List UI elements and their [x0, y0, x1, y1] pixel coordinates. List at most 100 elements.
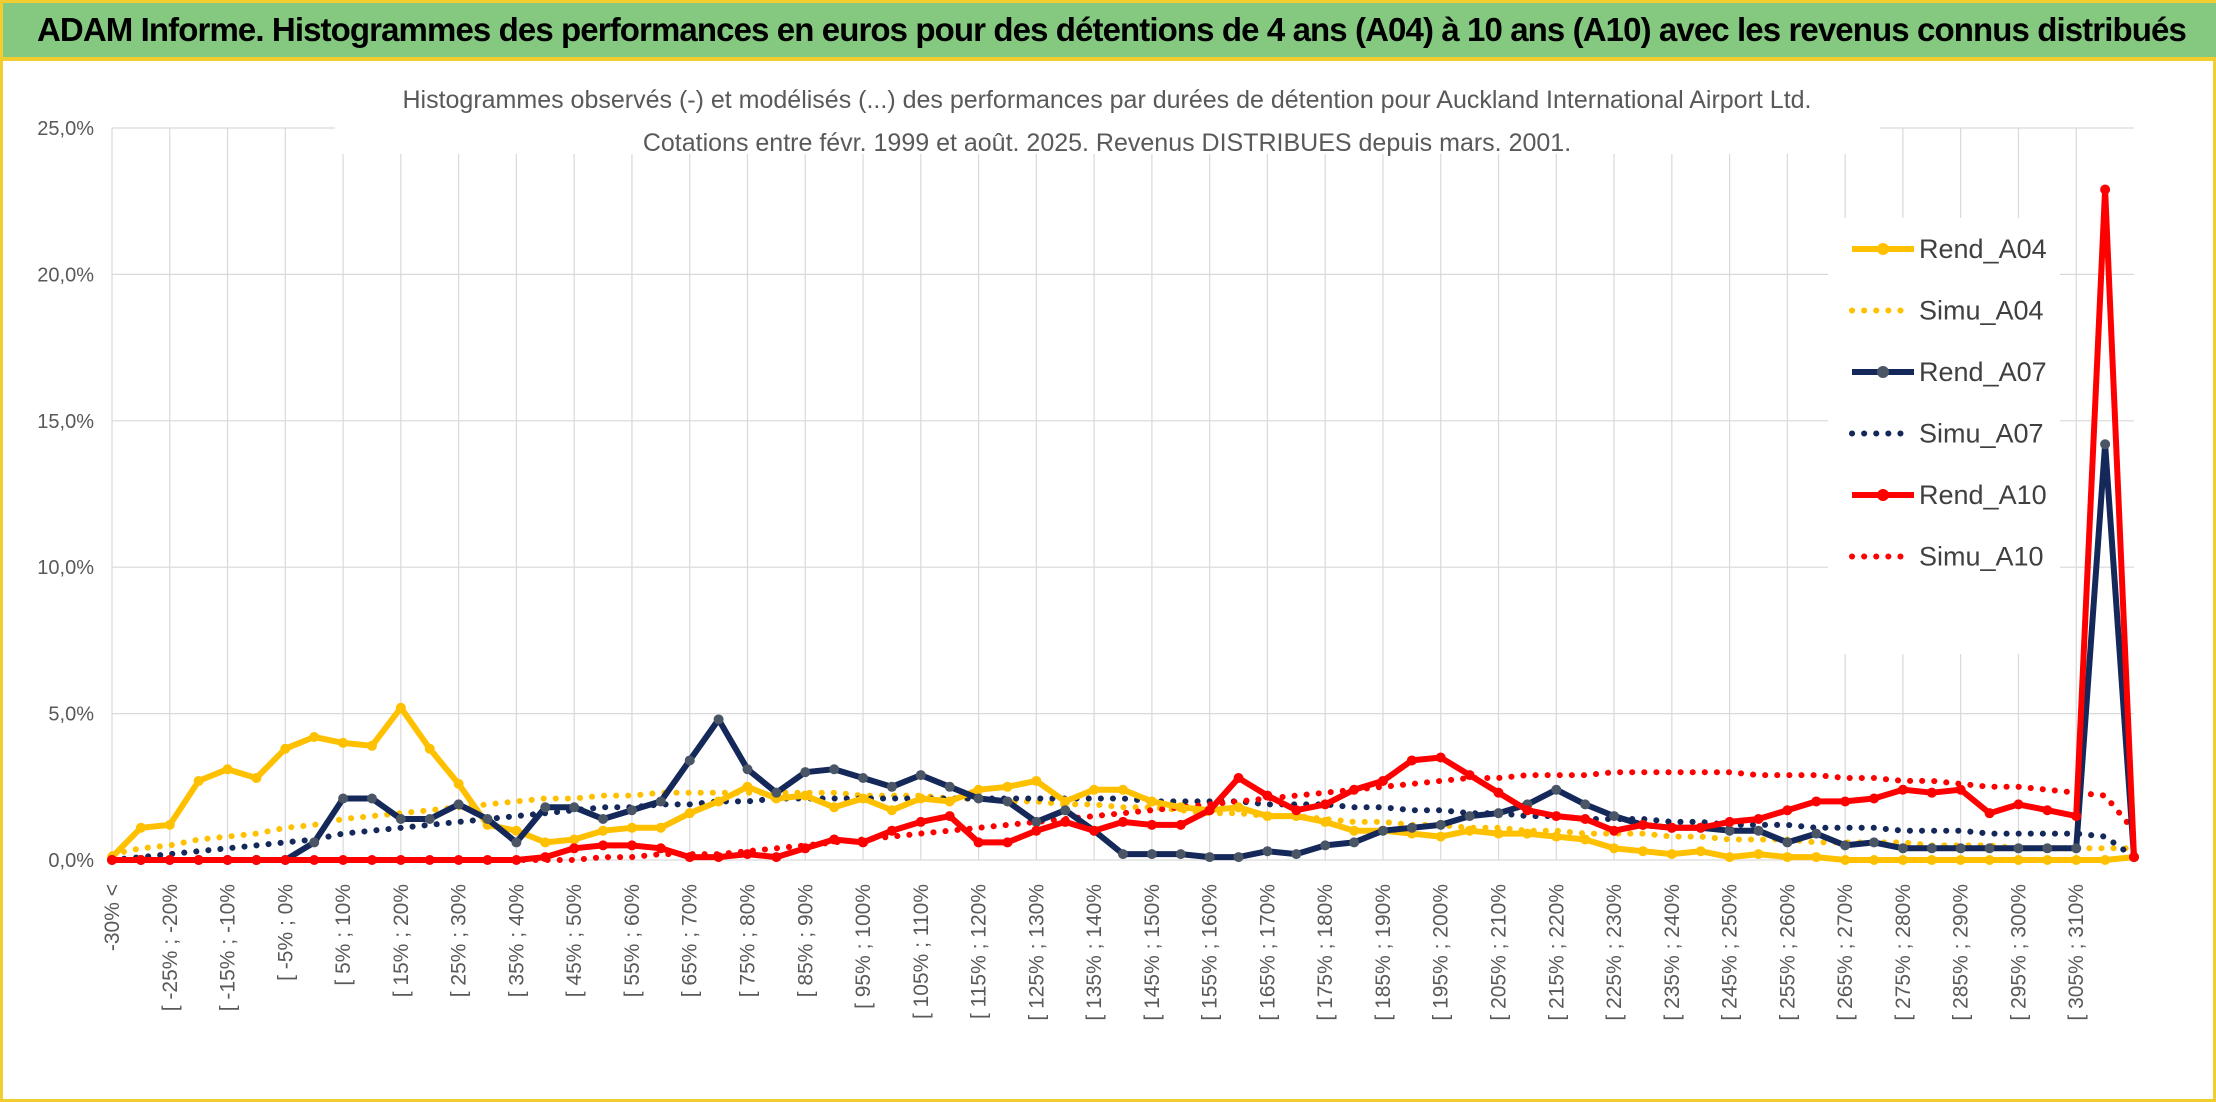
data-point-Rend_A10 — [1666, 822, 1677, 833]
x-tick-label: [ 295% ; 300% — [2007, 884, 2030, 1021]
data-point-Rend_A04 — [2013, 855, 2024, 865]
data-point-Rend_A04 — [1666, 849, 1677, 860]
data-point-Rend_A07 — [1406, 822, 1417, 833]
data-point-Rend_A07 — [511, 837, 522, 848]
y-tick-label: 15,0% — [37, 411, 94, 433]
line-chart: 0,0% 5,0% 10,0% 15,0% 20,0% 25,0% -30% < [ -25… — [37, 62, 2139, 1021]
data-point-Rend_A04 — [626, 822, 637, 833]
data-point-Rend_A07 — [886, 781, 897, 792]
data-point-Rend_A10 — [1146, 819, 1157, 830]
data-point-Rend_A07 — [1262, 846, 1273, 857]
data-point-Rend_A10 — [1724, 816, 1735, 827]
data-point-Rend_A10 — [598, 840, 609, 851]
data-point-Rend_A04 — [1435, 831, 1446, 842]
data-point-Rend_A10 — [424, 855, 435, 865]
x-tick-label: [ 265% ; 270% — [1834, 884, 1857, 1021]
data-point-Rend_A04 — [1897, 855, 1908, 865]
data-point-Rend_A07 — [395, 814, 406, 825]
data-point-Rend_A04 — [280, 743, 291, 754]
data-point-Rend_A10 — [2042, 805, 2053, 816]
data-point-Rend_A07 — [1782, 837, 1793, 848]
data-point-Rend_A07 — [1233, 852, 1244, 863]
data-point-Rend_A10 — [829, 834, 840, 845]
data-point-Rend_A10 — [2100, 184, 2111, 195]
data-point-Rend_A04 — [1522, 828, 1533, 839]
x-tick-label: [ 225% ; 230% — [1603, 884, 1626, 1021]
data-point-Rend_A07 — [1724, 825, 1735, 836]
data-point-Rend_A07 — [569, 802, 580, 813]
data-point-Rend_A04 — [684, 808, 695, 819]
legend-label: Rend_A04 — [1919, 234, 2047, 264]
data-point-Rend_A04 — [1637, 846, 1648, 857]
data-point-Rend_A07 — [771, 787, 782, 798]
data-point-Rend_A07 — [1291, 849, 1302, 860]
data-point-Rend_A10 — [858, 837, 869, 848]
data-point-Rend_A10 — [1811, 796, 1822, 807]
legend: Rend_A04 Simu_A04 Rend_A07 Simu_A07 Rend_A10… — [1828, 218, 2060, 654]
data-point-Rend_A04 — [1118, 784, 1128, 795]
data-point-Rend_A07 — [1551, 784, 1562, 795]
data-point-Rend_A10 — [1060, 816, 1071, 827]
data-point-Rend_A10 — [107, 855, 117, 865]
data-point-Rend_A04 — [858, 793, 869, 804]
x-tick-label: [ 155% ; 160% — [1199, 884, 1222, 1021]
data-point-Rend_A07 — [1926, 843, 1937, 854]
title-backdrop — [335, 62, 1880, 154]
data-point-Rend_A07 — [366, 793, 377, 804]
data-point-Rend_A07 — [2100, 439, 2111, 450]
data-point-Rend_A10 — [453, 855, 464, 865]
legend-label: Rend_A07 — [1919, 357, 2047, 387]
data-point-Rend_A10 — [1204, 805, 1215, 816]
legend-marker — [1877, 366, 1889, 378]
data-point-Rend_A07 — [1060, 805, 1071, 816]
x-tick-label: [ 65% ; 70% — [679, 884, 702, 997]
data-point-Rend_A04 — [1320, 816, 1331, 827]
legend-label: Rend_A10 — [1919, 480, 2047, 510]
data-point-Rend_A04 — [1262, 811, 1273, 822]
data-point-Rend_A10 — [2013, 799, 2024, 810]
data-point-Rend_A04 — [1493, 828, 1504, 839]
x-tick-label: [ 235% ; 240% — [1661, 884, 1684, 1021]
x-tick-label: -30% < — [101, 884, 124, 951]
data-point-Rend_A10 — [1609, 825, 1620, 836]
data-point-Rend_A07 — [2071, 843, 2082, 854]
data-point-Rend_A04 — [540, 837, 551, 848]
data-point-Rend_A10 — [1262, 790, 1273, 801]
data-point-Rend_A07 — [1320, 840, 1331, 851]
legend-marker — [1877, 489, 1889, 501]
data-point-Rend_A10 — [1580, 814, 1591, 825]
data-point-Rend_A07 — [858, 773, 869, 784]
data-point-Rend_A04 — [1089, 784, 1100, 795]
data-point-Rend_A07 — [1753, 825, 1764, 836]
data-point-Rend_A10 — [482, 855, 493, 865]
data-point-Rend_A07 — [1377, 825, 1388, 836]
data-point-Rend_A04 — [251, 773, 262, 784]
data-point-Rend_A04 — [1869, 855, 1880, 865]
data-point-Rend_A07 — [1897, 843, 1908, 854]
data-point-Rend_A04 — [453, 778, 464, 789]
data-point-Rend_A10 — [222, 855, 233, 865]
data-point-Rend_A04 — [1060, 796, 1071, 807]
data-point-Rend_A10 — [1984, 808, 1995, 819]
data-point-Rend_A04 — [1031, 775, 1042, 786]
x-tick-label: [ 175% ; 180% — [1314, 884, 1337, 1021]
data-point-Rend_A07 — [742, 764, 753, 775]
x-tick-label: [ 25% ; 30% — [448, 884, 471, 997]
data-point-Rend_A10 — [309, 855, 320, 865]
x-tick-label: [ 5% ; 10% — [332, 884, 355, 986]
data-point-Rend_A10 — [1493, 787, 1504, 798]
data-point-Rend_A10 — [684, 852, 695, 863]
y-tick-label: 20,0% — [37, 264, 94, 286]
x-tick-label: [ 305% ; 310% — [2065, 884, 2088, 1021]
data-point-Rend_A10 — [742, 849, 753, 860]
x-tick-label: [ 185% ; 190% — [1372, 884, 1395, 1021]
chart-title: Histogrammes observés (-) et modélisés (… — [402, 86, 1811, 114]
data-point-Rend_A04 — [886, 805, 897, 816]
data-point-Rend_A04 — [1580, 834, 1591, 845]
data-point-Rend_A07 — [424, 814, 435, 825]
data-point-Rend_A04 — [973, 784, 984, 795]
data-point-Rend_A07 — [1493, 808, 1504, 819]
chart-titles: Histogrammes observés (-) et modélisés (… — [335, 62, 1880, 157]
data-point-Rend_A07 — [684, 755, 695, 766]
data-point-Rend_A04 — [915, 793, 926, 804]
